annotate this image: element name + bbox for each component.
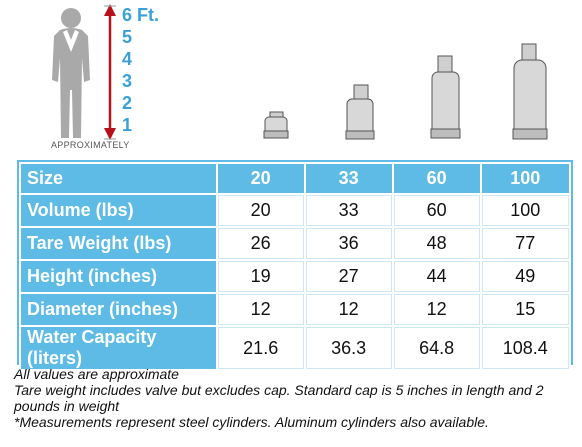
table-cell: 26 — [217, 228, 304, 259]
table-cell: 36.3 — [305, 327, 392, 369]
scale-mark: 3 — [122, 71, 133, 91]
footnote: *Measurements represent steel cylinders.… — [14, 414, 489, 430]
row-label: Water Capacity (liters) — [21, 327, 216, 369]
row-label: Height (inches) — [21, 261, 216, 292]
table-cell: 12 — [217, 294, 304, 325]
header-col: 20 — [217, 164, 304, 193]
header-col: 60 — [393, 164, 480, 193]
header-col: 33 — [305, 164, 392, 193]
table-cell: 49 — [481, 261, 569, 292]
cylinder-100-icon — [512, 43, 548, 140]
table-cell: 27 — [305, 261, 392, 292]
footnote: All values are approximate — [14, 366, 179, 382]
table-cell: 48 — [393, 228, 480, 259]
table-cell: 19 — [217, 261, 304, 292]
footnotes: All values are approximate Tare weight i… — [14, 366, 580, 430]
table-row: Tare Weight (lbs) 26 36 48 77 — [21, 228, 569, 259]
table-cell: 21.6 — [217, 327, 304, 369]
header-col: 100 — [481, 164, 569, 193]
cylinder-20-icon — [263, 111, 289, 139]
table-row: Diameter (inches) 12 12 12 15 — [21, 294, 569, 325]
table-cell: 15 — [481, 294, 569, 325]
person-silhouette-icon — [52, 8, 90, 138]
table-cell: 12 — [393, 294, 480, 325]
cylinder-specs-table: Size 20 33 60 100 Volume (lbs) 20 33 60 … — [19, 162, 571, 371]
table-cell: 12 — [305, 294, 392, 325]
table-row: Water Capacity (liters) 21.6 36.3 64.8 1… — [21, 327, 569, 369]
table-cell: 33 — [305, 195, 392, 226]
row-label: Volume (lbs) — [21, 195, 216, 226]
scale-mark: 2 — [122, 93, 133, 113]
approximately-label: APPROXIMATELY — [51, 140, 130, 150]
table-cell: 20 — [217, 195, 304, 226]
size-illustration — [52, 4, 548, 140]
table-cell: 100 — [481, 195, 569, 226]
cylinder-33-icon — [345, 84, 375, 140]
table-cell: 77 — [481, 228, 569, 259]
table-cell: 64.8 — [393, 327, 480, 369]
scale-mark: 6 Ft. — [122, 5, 160, 25]
table-cell: 108.4 — [481, 327, 569, 369]
table-cell: 36 — [305, 228, 392, 259]
scale-mark: 4 — [122, 49, 133, 69]
row-label: Tare Weight (lbs) — [21, 228, 216, 259]
scale-mark: 5 — [122, 27, 133, 47]
footnote: Tare weight includes valve but excludes … — [14, 382, 544, 414]
table-row: Volume (lbs) 20 33 60 100 — [21, 195, 569, 226]
table-row: Height (inches) 19 27 44 49 — [21, 261, 569, 292]
table-cell: 60 — [393, 195, 480, 226]
table-header-row: Size 20 33 60 100 — [21, 164, 569, 193]
cylinder-60-icon — [430, 55, 461, 139]
height-arrow-icon — [104, 4, 116, 140]
row-label: Diameter (inches) — [21, 294, 216, 325]
header-size: Size — [21, 164, 216, 193]
scale-mark: 1 — [122, 115, 133, 135]
table-cell: 44 — [393, 261, 480, 292]
